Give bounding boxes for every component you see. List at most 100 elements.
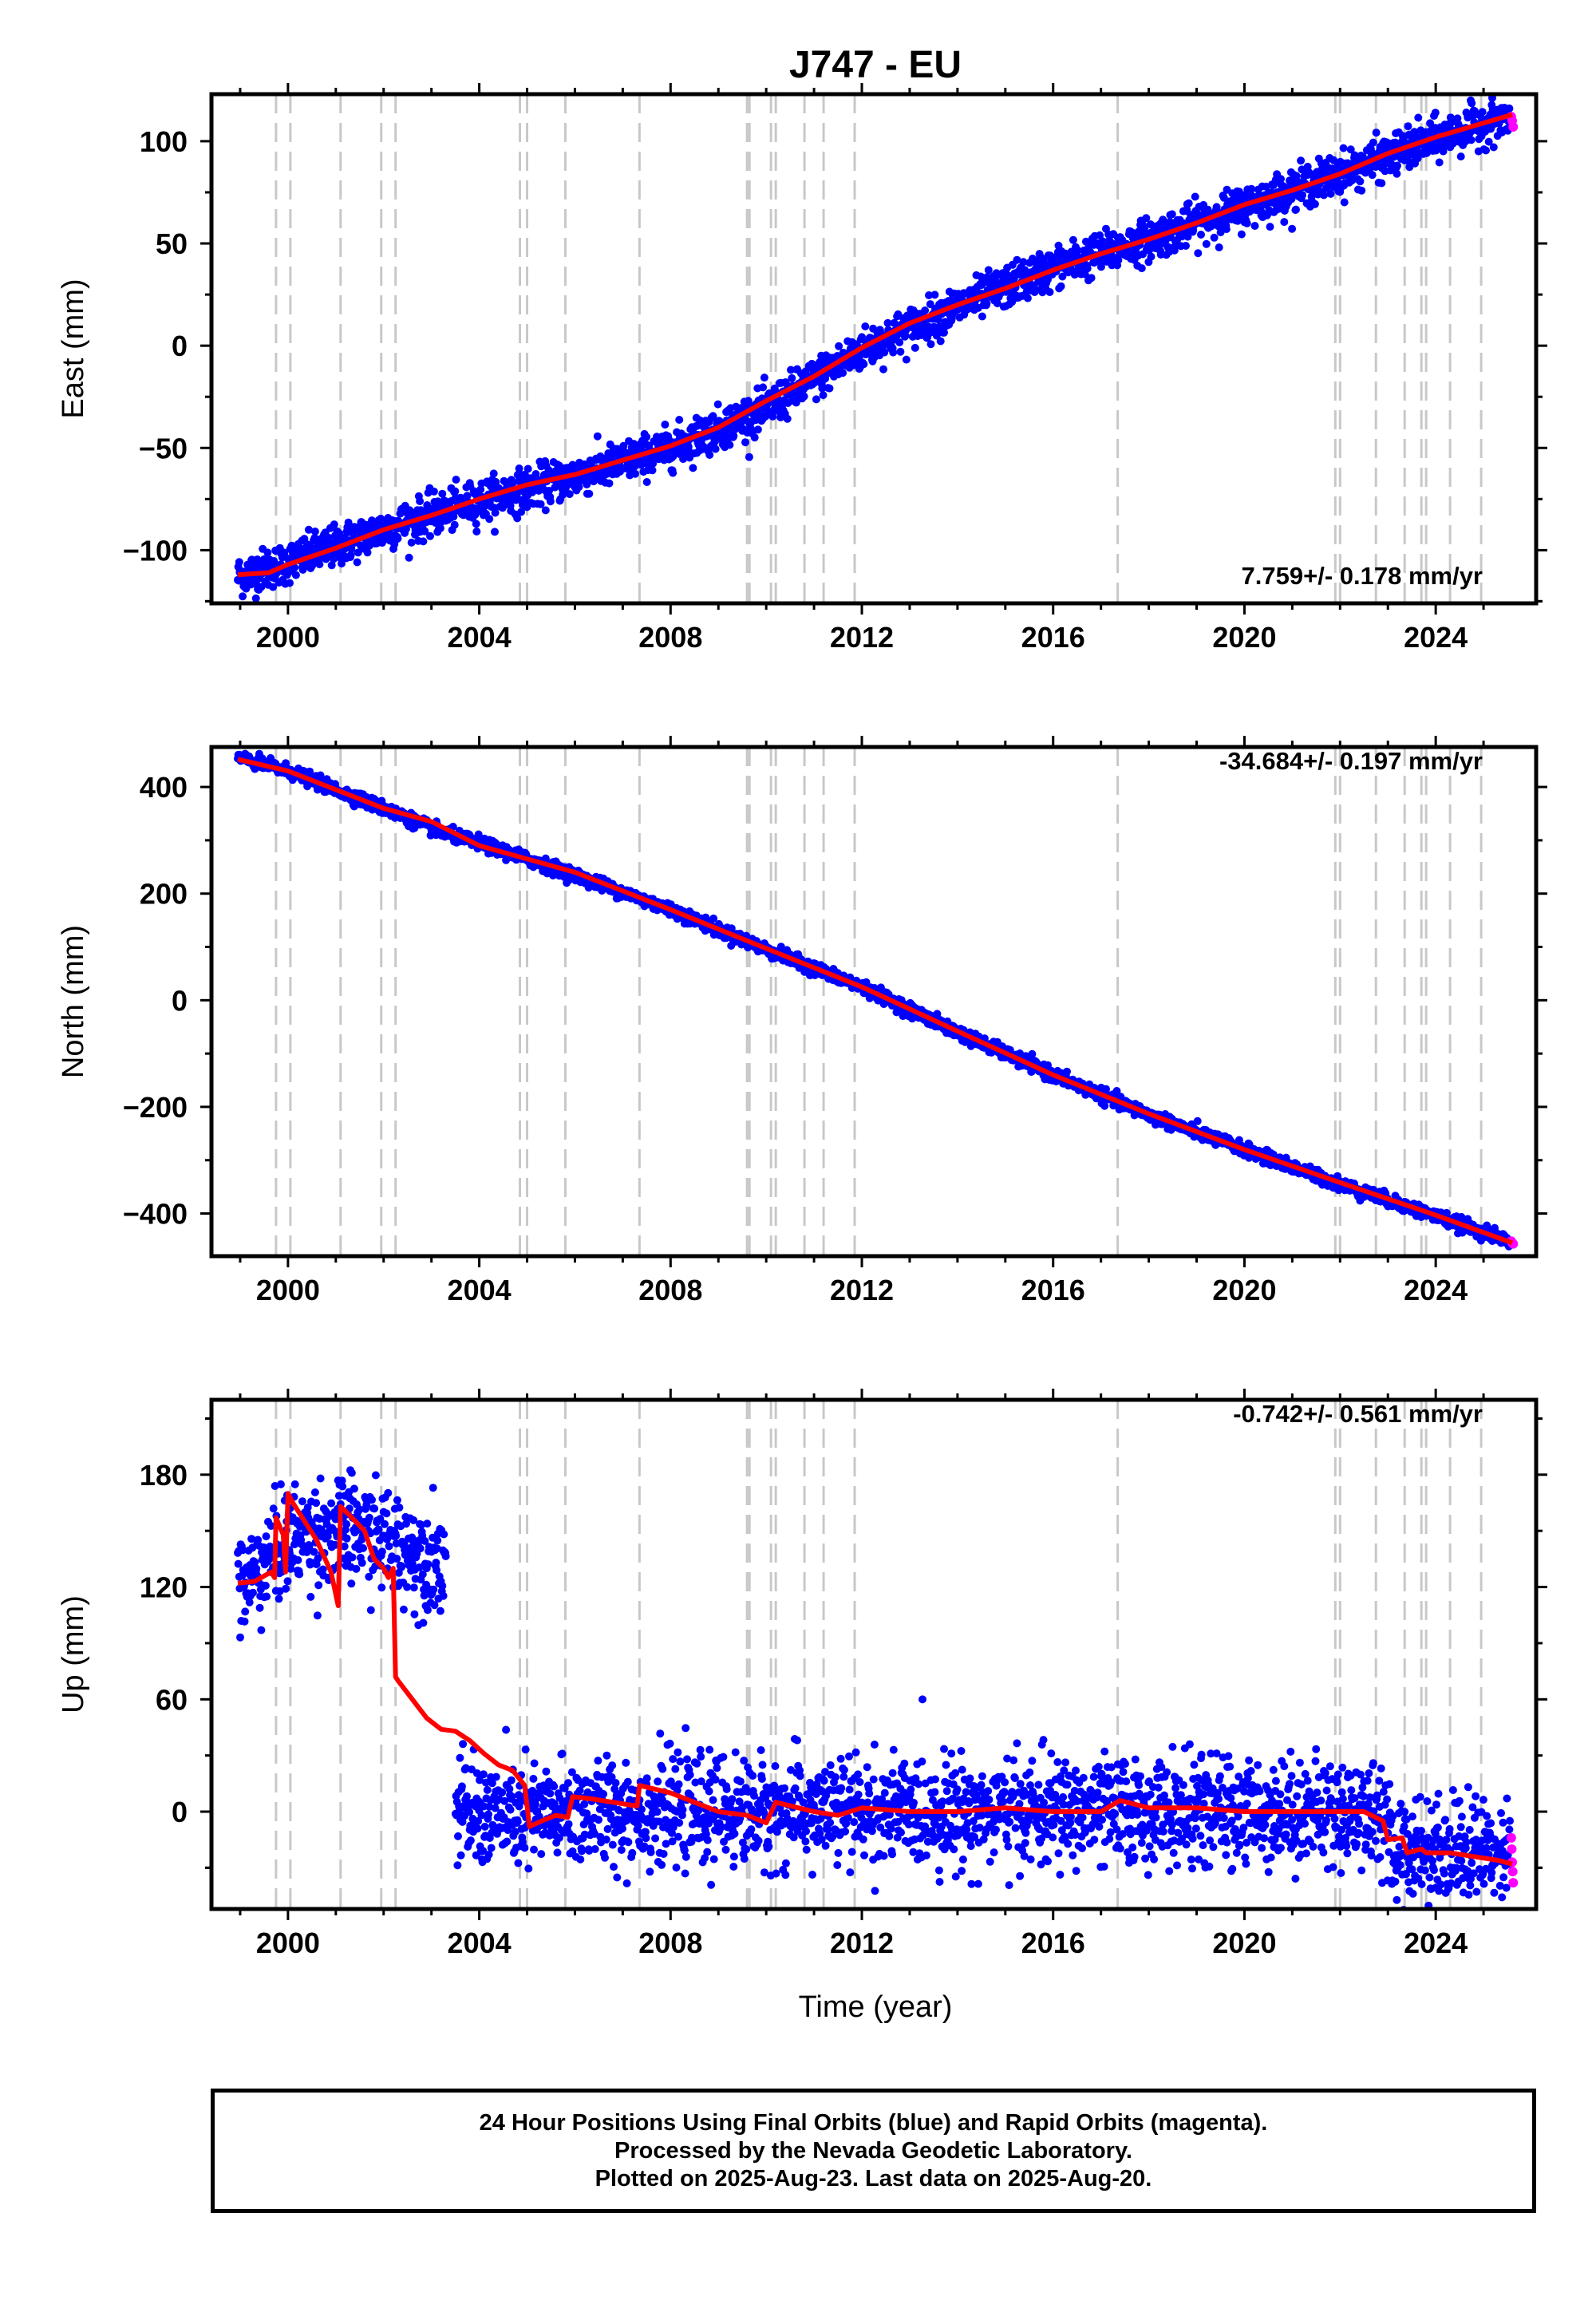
- final-orbit-point: [933, 1010, 942, 1018]
- final-orbit-point: [585, 489, 594, 498]
- final-orbit-point: [327, 561, 336, 570]
- final-orbit-point: [269, 583, 278, 591]
- final-orbit-point: [1145, 246, 1153, 255]
- final-orbit-point: [725, 441, 734, 449]
- final-orbit-point: [517, 508, 526, 516]
- final-orbit-point: [419, 537, 428, 546]
- final-orbit-point: [1435, 158, 1444, 167]
- final-orbit-point: [1212, 203, 1221, 211]
- final-orbit-point: [1326, 189, 1335, 198]
- final-orbit-point: [304, 525, 313, 534]
- final-orbit-point: [1219, 193, 1228, 202]
- final-orbit-point: [363, 548, 372, 557]
- final-orbit-point: [642, 478, 651, 486]
- plot-area: [234, 747, 1519, 1256]
- final-orbit-point: [541, 506, 550, 515]
- final-orbit-point: [1297, 156, 1306, 165]
- final-orbit-point: [1329, 156, 1338, 164]
- final-orbit-point: [675, 416, 684, 424]
- final-orbit-point: [310, 528, 319, 536]
- x-tick-label: 2020: [1212, 621, 1276, 654]
- final-orbit-point: [982, 299, 991, 307]
- final-orbit-point: [426, 532, 434, 540]
- final-orbit-point: [1023, 294, 1032, 302]
- final-orbit-point: [993, 299, 1001, 308]
- final-orbit-point: [1505, 104, 1514, 113]
- final-orbit-point: [1247, 184, 1256, 193]
- final-orbit-point: [750, 433, 759, 442]
- final-orbit-point: [583, 480, 591, 488]
- final-orbit-point: [421, 527, 429, 536]
- final-orbit-point: [1045, 288, 1054, 296]
- final-orbit-point: [978, 312, 986, 321]
- final-orbit-point: [839, 369, 847, 377]
- final-orbit-point: [1114, 255, 1123, 264]
- final-orbit-point: [1414, 113, 1423, 122]
- final-orbit-point: [1368, 171, 1377, 180]
- final-orbit-point: [463, 492, 472, 500]
- rate-label: 7.759+/- 0.178 mm/yr: [1242, 562, 1483, 590]
- final-orbit-point: [565, 490, 574, 499]
- x-tick-label: 2024: [1404, 621, 1468, 654]
- final-orbit-point: [1147, 252, 1156, 261]
- final-orbit-point: [689, 464, 697, 472]
- final-orbit-point: [1202, 239, 1211, 248]
- x-tick-label: 2016: [1021, 621, 1085, 654]
- final-orbit-point: [270, 557, 279, 565]
- final-orbit-point: [1237, 230, 1246, 239]
- final-orbit-point: [788, 373, 796, 382]
- final-orbit-point: [926, 340, 935, 349]
- y-tick-label: 100: [140, 125, 188, 158]
- final-orbit-point: [536, 500, 545, 508]
- final-orbit-point: [1484, 137, 1493, 146]
- north-panel: 2000 2004 2008 2012 2016 2020 2024−400−2000200…: [57, 736, 1547, 1306]
- final-orbit-point: [940, 328, 948, 337]
- final-orbit-point: [1346, 145, 1355, 154]
- y-axis-label: East (mm): [57, 279, 90, 418]
- final-orbit-point: [315, 560, 324, 569]
- final-orbit-point: [1087, 274, 1096, 283]
- final-orbit-point: [696, 416, 704, 425]
- final-orbit-point: [1489, 143, 1498, 152]
- plot-area: [234, 94, 1519, 603]
- final-orbit-point: [407, 538, 416, 547]
- final-orbit-point: [1439, 147, 1448, 156]
- final-orbit-point: [1288, 224, 1297, 233]
- final-orbit-point: [235, 558, 243, 567]
- final-orbit-point: [344, 518, 353, 527]
- final-orbit-point: [760, 373, 768, 382]
- final-orbit-point: [729, 432, 738, 441]
- final-orbit-point: [308, 561, 317, 570]
- final-orbit-point: [1456, 152, 1465, 161]
- final-orbit-point: [879, 365, 887, 373]
- final-orbit-point: [593, 432, 602, 441]
- final-orbit-point: [263, 548, 272, 557]
- final-orbit-point: [1182, 242, 1190, 250]
- final-orbit-point: [1339, 144, 1348, 152]
- final-orbit-point: [1404, 122, 1412, 131]
- plot-frame: [209, 92, 1539, 606]
- final-orbit-point: [1216, 228, 1225, 237]
- final-orbit-point: [472, 528, 481, 536]
- final-orbit-point: [1030, 288, 1039, 296]
- final-orbit-point: [753, 425, 762, 434]
- final-orbit-point: [1057, 282, 1065, 290]
- chart-title: J747 - EU: [789, 44, 962, 86]
- final-orbit-point: [306, 542, 314, 551]
- final-orbit-point: [1292, 205, 1300, 214]
- final-orbit-point: [436, 524, 444, 532]
- final-orbit-point: [1073, 246, 1082, 255]
- final-orbit-point: [759, 383, 768, 392]
- final-orbit-point: [1393, 169, 1401, 178]
- final-orbit-point: [491, 508, 500, 517]
- final-orbit-point: [1340, 198, 1349, 207]
- final-orbit-point: [1298, 191, 1306, 200]
- final-orbit-point: [545, 487, 553, 495]
- final-orbit-point: [1193, 1117, 1202, 1125]
- x-tick-label: 2000: [256, 621, 320, 654]
- final-orbit-point: [531, 470, 540, 478]
- final-orbit-point: [1320, 191, 1328, 200]
- final-orbit-point: [880, 348, 889, 357]
- final-orbit-point: [1210, 233, 1219, 242]
